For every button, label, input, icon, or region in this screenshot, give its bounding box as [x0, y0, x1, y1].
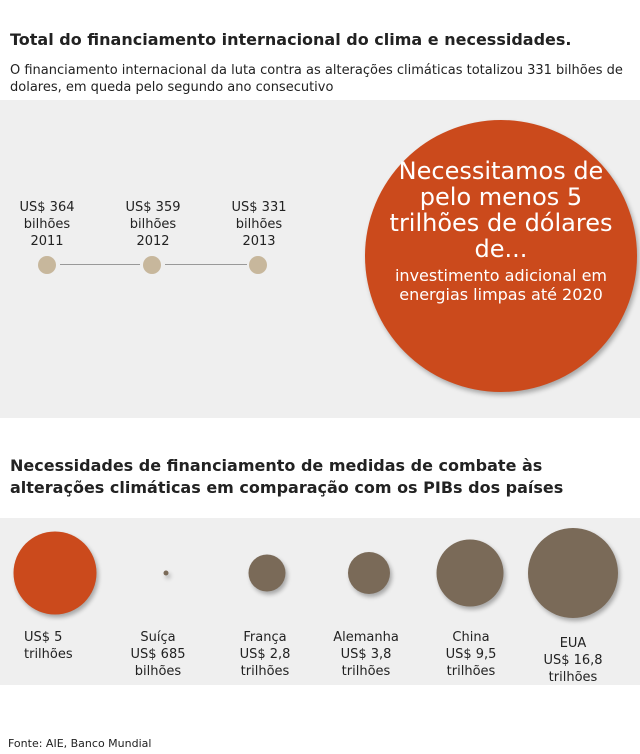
timeline-label-2012: US$ 359 bilhões 2012 [125, 200, 181, 249]
callout-headline: Necessitamos de pelo menos 5 trilhões de… [389, 157, 613, 263]
chart-title: Necessidades de financiamento de medidas… [10, 456, 564, 497]
bubble-eua [528, 528, 618, 618]
label-alemanha: Alemanha US$ 3,8 trilhões [333, 630, 399, 679]
label-need: US$ 5 trilhões [24, 630, 73, 662]
bubble-china [436, 539, 504, 607]
subtitle: O financiamento internacional da luta co… [10, 63, 623, 95]
bubble-need [13, 531, 97, 615]
callout-circle: Necessitamos de pelo menos 5 trilhões de… [365, 120, 637, 392]
bubble-panel [0, 518, 640, 685]
timeline-dot-2013 [249, 256, 267, 274]
label-franca: França US$ 2,8 trilhões [239, 630, 291, 679]
bubble-alemanha [348, 552, 390, 594]
bubble-suica [163, 570, 169, 576]
page-title: Total do financiamento internacional do … [10, 30, 572, 49]
timeline-line [165, 264, 247, 265]
timeline-dot-2012 [143, 256, 161, 274]
label-china: China US$ 9,5 trilhões [445, 630, 497, 679]
label-eua: EUA US$ 16,8 trilhões [543, 636, 603, 685]
timeline-label-2013: US$ 331 bilhões 2013 [231, 200, 287, 249]
label-suica: Suíça US$ 685 bilhões [130, 630, 186, 679]
timeline-label-2011: US$ 364 bilhões 2011 [19, 200, 75, 249]
bubble-franca [248, 554, 286, 592]
timeline-line [60, 264, 140, 265]
timeline-dot-2011 [38, 256, 56, 274]
callout-detail: investimento adicional em energias limpa… [394, 266, 607, 304]
source-note: Fonte: AIE, Banco Mundial [8, 737, 152, 750]
